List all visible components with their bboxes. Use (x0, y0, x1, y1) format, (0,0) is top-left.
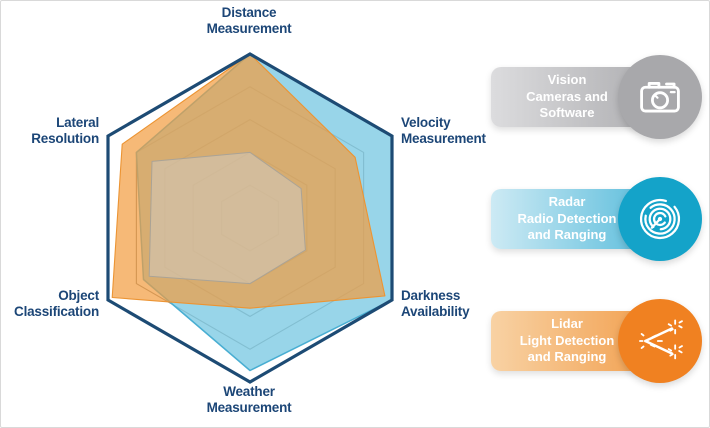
axis-label-line: Classification (14, 304, 99, 319)
legend-label-line: Vision (547, 72, 587, 88)
camera-icon (618, 55, 702, 139)
axis-label-line: Measurement (206, 21, 292, 36)
axis-label-line: Darkness (401, 288, 461, 303)
legend-label-line: Software (539, 105, 595, 121)
axis-label-line: Resolution (31, 131, 99, 146)
legend-label-line: Cameras and (526, 88, 608, 104)
axis-label-line: Object (58, 288, 99, 303)
axis-label-line: Distance (221, 5, 277, 20)
legend-label-line: Radio Detection (517, 210, 617, 226)
legend-label-line: and Ranging (527, 227, 607, 243)
legend-label-line: Radar (548, 194, 586, 210)
axis-label-line: Velocity (401, 115, 451, 130)
axis-label-line: Lateral (56, 115, 99, 130)
legend-label-line: Lidar (551, 316, 583, 332)
axis-label-object: Object Classification (14, 288, 99, 320)
axis-label-velocity: Velocity Measurement (401, 115, 486, 147)
axis-label-line: Measurement (206, 400, 292, 415)
axis-label-lateral: Lateral Resolution (31, 115, 99, 147)
legend-label-line: Light Detection (519, 332, 615, 348)
axis-label-line: Availability (401, 304, 470, 319)
axis-label-line: Weather (223, 384, 275, 399)
laser-burst-icon (618, 299, 702, 383)
legend-label-line: and Ranging (527, 349, 607, 365)
series-polygon-vision (148, 151, 306, 285)
radar-waves-icon (618, 177, 702, 261)
chart-outline-hexagon (106, 52, 394, 384)
axis-label-darkness: Darkness Availability (401, 288, 470, 320)
axis-label-distance: Distance Measurement (207, 5, 292, 37)
axis-label-line: Measurement (401, 131, 486, 146)
axis-label-weather: Weather Measurement (207, 384, 292, 416)
